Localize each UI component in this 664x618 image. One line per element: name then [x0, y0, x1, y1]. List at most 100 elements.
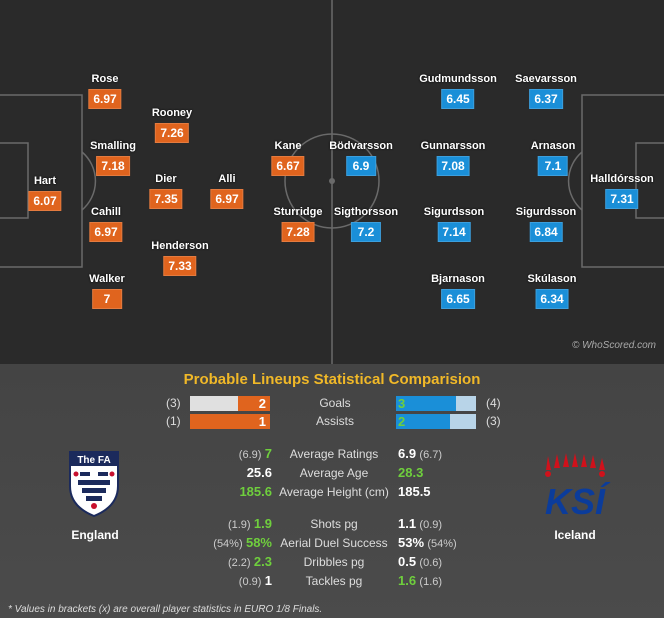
goals-left-value: 2: [258, 396, 266, 411]
england-player[interactable]: Walker 7: [89, 273, 125, 309]
iceland-player[interactable]: Halldórsson 7.31: [590, 173, 654, 209]
stat-row: (54%) 58% Aerial Duel Success 53% (54%): [0, 535, 664, 551]
england-player[interactable]: Smalling 7.18: [90, 140, 136, 176]
stat-left: (54%) 58%: [213, 535, 272, 552]
stat-row: 185.6 Average Height (cm) 185.5: [0, 484, 664, 500]
player-name: Halldórsson: [590, 173, 654, 185]
stat-right: 0.5 (0.6): [398, 554, 442, 571]
iceland-player[interactable]: Bödvarsson 6.9: [329, 140, 393, 176]
player-name: Smalling: [90, 140, 136, 152]
stat-right-paren: (54%): [427, 538, 457, 550]
team-right-name: Iceland: [554, 528, 596, 542]
iceland-player[interactable]: Skúlason 6.34: [528, 273, 576, 309]
england-player[interactable]: Sturridge 7.28: [273, 206, 323, 242]
iceland-player[interactable]: Arnason 7.1: [531, 140, 575, 176]
player-name: Sigthorsson: [333, 206, 399, 218]
stat-right: 185.5: [398, 484, 431, 501]
assists-row: (1) 1 Assists 2 (3): [0, 414, 664, 430]
stat-right-paren: (1.6): [419, 576, 443, 588]
goals-left-paren: (3): [166, 396, 181, 410]
stat-right: 6.9 (6.7): [398, 446, 442, 463]
iceland-player[interactable]: Gunnarsson 7.08: [421, 140, 485, 176]
player-rating: 6.07: [28, 191, 62, 211]
stat-row: (1.9) 1.9 Shots pg 1.1 (0.9): [0, 516, 664, 532]
stat-right: 28.3: [398, 465, 423, 482]
stat-left-value: 1: [264, 573, 272, 588]
stat-left-value: 7: [264, 446, 272, 461]
player-rating: 6.34: [535, 289, 569, 309]
england-player[interactable]: Alli 6.97: [210, 173, 244, 209]
ksi-crest-text: KSÍ: [545, 481, 611, 520]
iceland-player[interactable]: Bjarnason 6.65: [431, 273, 485, 309]
player-rating: 7: [91, 289, 122, 309]
player-name: Bödvarsson: [329, 140, 393, 152]
england-player[interactable]: Dier 7.35: [149, 173, 183, 209]
player-rating: 6.9: [345, 156, 376, 176]
england-player[interactable]: Kane 6.67: [271, 140, 305, 176]
stat-right-value: 53%: [398, 535, 425, 550]
stat-right: 53% (54%): [398, 535, 457, 552]
iceland-player[interactable]: Sigurdsson 7.14: [423, 206, 485, 242]
stat-left: 25.6: [247, 465, 272, 482]
stat-left-value: 25.6: [246, 465, 272, 480]
assists-left-value: 1: [258, 414, 266, 429]
england-player[interactable]: Rooney 7.26: [152, 107, 192, 143]
player-name: Hart: [33, 175, 57, 187]
player-name: Alli: [218, 173, 236, 185]
england-player[interactable]: Hart 6.07: [28, 175, 62, 211]
assists-right-value: 2: [398, 414, 406, 429]
stat-right-value: 1.6: [398, 573, 417, 588]
england-player[interactable]: Cahill 6.97: [89, 206, 123, 242]
england-player[interactable]: Rose 6.97: [88, 73, 122, 109]
player-name: Cahill: [91, 206, 121, 218]
player-name: Rooney: [151, 107, 193, 119]
player-rating: 6.45: [441, 89, 475, 109]
stat-left-paren: (6.9): [238, 449, 262, 461]
player-name: Dier: [155, 173, 177, 185]
stat-right-value: 6.9: [398, 446, 417, 461]
assists-right-paren: (3): [486, 414, 501, 428]
team-left-name: England: [71, 528, 119, 542]
stat-label: Average Age: [299, 466, 369, 480]
iceland-player[interactable]: Saevarsson 6.37: [515, 73, 577, 109]
stat-label: Tackles pg: [305, 574, 363, 588]
stat-row: 25.6 Average Age 28.3: [0, 465, 664, 481]
player-name: Sturridge: [273, 206, 323, 218]
iceland-crest: KSÍ: [538, 452, 612, 522]
stat-left-paren: (0.9): [238, 576, 262, 588]
stats-panel: Probable Lineups Statistical Comparision…: [0, 364, 664, 618]
player-name: Gudmundsson: [419, 73, 497, 85]
player-name: Bjarnason: [431, 273, 485, 285]
stat-left-paren: (54%): [213, 538, 243, 550]
stat-left-value: 2.3: [253, 554, 272, 569]
player-name: Sigurdsson: [423, 206, 485, 218]
stat-label: Average Ratings: [289, 447, 379, 461]
iceland-player[interactable]: Sigthorsson 7.2: [334, 206, 398, 242]
player-rating: 6.65: [441, 289, 475, 309]
player-rating: 6.97: [210, 189, 244, 209]
iceland-player[interactable]: Gudmundsson 6.45: [419, 73, 497, 109]
goals-right-paren: (4): [486, 396, 501, 410]
stat-left: (6.9) 7: [239, 446, 272, 463]
player-rating: 7.35: [149, 189, 183, 209]
iceland-player[interactable]: Sigurdsson 6.84: [516, 206, 576, 242]
assists-bar-left: 1: [190, 414, 270, 429]
player-rating: 7.26: [155, 123, 189, 143]
goals-label: Goals: [319, 396, 351, 410]
assists-label: Assists: [315, 414, 354, 428]
player-name: Saevarsson: [515, 73, 577, 85]
footnote: * Values in brackets (x) are overall pla…: [8, 604, 323, 615]
stat-right-paren: (0.6): [419, 557, 443, 569]
stat-label: Dribbles pg: [303, 555, 365, 569]
player-rating: 7.33: [163, 256, 197, 276]
player-rating: 7.31: [605, 189, 639, 209]
player-rating: 6.37: [529, 89, 563, 109]
stat-left: (2.2) 2.3: [228, 554, 272, 571]
goals-bar-right: 3: [396, 396, 476, 411]
pitch: Hart 6.07 Rose 6.97 Smalling 7.18 Cahill 6.97 Wa…: [0, 0, 664, 364]
stats-title: Probable Lineups Statistical Comparision: [183, 371, 481, 388]
player-rating: 7.08: [436, 156, 470, 176]
stat-left-value: 185.6: [239, 484, 272, 499]
stat-left-paren: (2.2): [227, 557, 251, 569]
england-player[interactable]: Henderson 7.33: [151, 240, 209, 276]
